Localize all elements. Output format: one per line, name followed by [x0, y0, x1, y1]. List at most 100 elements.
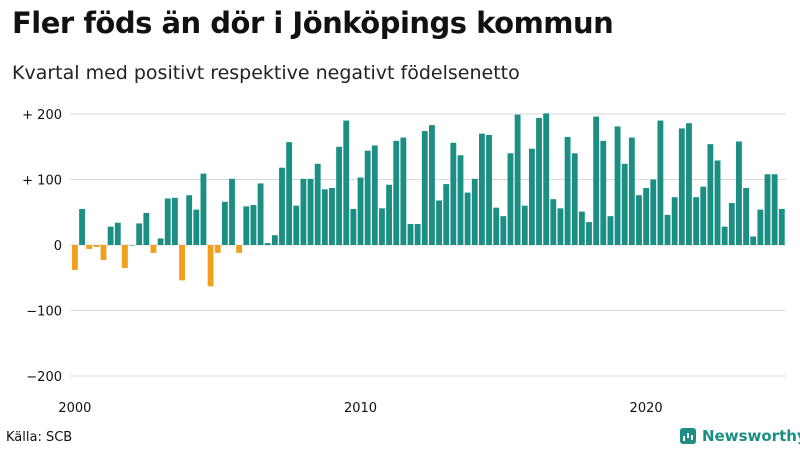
bar	[79, 208, 85, 245]
y-tick-label: −100	[26, 305, 62, 320]
bar	[657, 120, 664, 245]
bar	[350, 208, 357, 245]
bar	[314, 163, 321, 245]
bar	[186, 195, 193, 245]
bar	[707, 144, 714, 245]
bar	[200, 173, 207, 245]
y-axis-ticks: + 200 + 100 0 −100 −200	[22, 108, 62, 385]
bar	[293, 205, 300, 245]
x-tick-label: 2020	[630, 401, 663, 416]
x-tick-label: 2010	[344, 401, 377, 416]
bar	[621, 163, 628, 245]
bar	[114, 222, 121, 245]
bar	[686, 123, 692, 245]
bar	[121, 245, 128, 268]
bar	[221, 201, 228, 245]
bar	[386, 184, 393, 245]
bar	[143, 212, 150, 245]
bar	[728, 203, 735, 245]
grid-lines	[70, 113, 786, 377]
bar	[207, 245, 214, 287]
bar	[743, 188, 750, 245]
bar	[593, 116, 600, 246]
bar	[336, 146, 343, 245]
bar	[650, 179, 657, 245]
bar	[72, 245, 78, 270]
bar	[493, 207, 500, 245]
bar	[521, 205, 528, 245]
bar	[421, 131, 428, 245]
bar	[379, 208, 385, 245]
bar	[478, 133, 485, 245]
bar	[179, 245, 185, 281]
bar	[714, 160, 721, 245]
bar	[778, 208, 785, 245]
bar	[100, 245, 107, 261]
bar	[607, 216, 614, 245]
bar	[150, 245, 157, 253]
bar	[443, 184, 450, 245]
bar	[343, 120, 350, 245]
bar	[157, 238, 164, 245]
bar	[329, 188, 335, 245]
bar	[543, 113, 550, 245]
y-tick-label: + 200	[22, 108, 62, 123]
bar	[364, 150, 371, 245]
bar	[536, 117, 542, 245]
bar	[500, 216, 507, 245]
bar	[86, 245, 93, 249]
bar	[721, 226, 728, 245]
bar	[164, 198, 171, 246]
source-note: Källa: SCB	[6, 430, 73, 445]
chart-subtitle: Kvartal med positivt respektive negativt…	[12, 62, 520, 84]
bar	[457, 155, 464, 245]
y-tick-label: 0	[54, 239, 62, 254]
bar	[486, 134, 492, 245]
bar	[757, 209, 764, 245]
bar	[450, 142, 457, 245]
bar	[171, 197, 178, 245]
bar	[671, 197, 678, 246]
bar	[414, 224, 421, 245]
bar	[257, 183, 264, 245]
bar	[243, 206, 250, 245]
bar	[771, 174, 778, 245]
y-tick-label: + 100	[22, 174, 62, 189]
bar	[643, 188, 650, 245]
bar	[129, 245, 135, 246]
bar	[400, 137, 407, 245]
bar	[300, 178, 307, 245]
bar	[564, 136, 571, 246]
bar	[586, 222, 592, 245]
bar	[550, 199, 557, 245]
bar	[214, 245, 221, 253]
bar	[236, 245, 243, 253]
bar	[407, 224, 414, 245]
bar	[250, 205, 257, 245]
newsworthy-logo-icon	[680, 428, 696, 444]
bar	[393, 140, 400, 245]
bar	[271, 235, 278, 246]
x-tick-label: 2000	[58, 401, 91, 416]
bar	[507, 153, 514, 245]
bar	[321, 189, 328, 245]
bar	[600, 140, 607, 245]
bar	[436, 200, 442, 245]
bar	[693, 197, 700, 246]
bar	[664, 214, 671, 245]
bar	[286, 142, 293, 245]
bar	[136, 223, 143, 245]
bar	[471, 178, 478, 245]
bar	[429, 125, 435, 245]
chart-title: Fler föds än dör i Jönköpings kommun	[12, 6, 614, 40]
bar	[571, 153, 578, 245]
bar	[193, 209, 200, 245]
bar	[636, 195, 642, 245]
brand-logo: Newsworthy	[680, 427, 800, 445]
bar	[700, 186, 707, 245]
bar	[307, 178, 314, 245]
bar	[93, 245, 100, 247]
bar	[678, 128, 685, 245]
bar	[628, 137, 635, 245]
bars	[72, 113, 785, 287]
